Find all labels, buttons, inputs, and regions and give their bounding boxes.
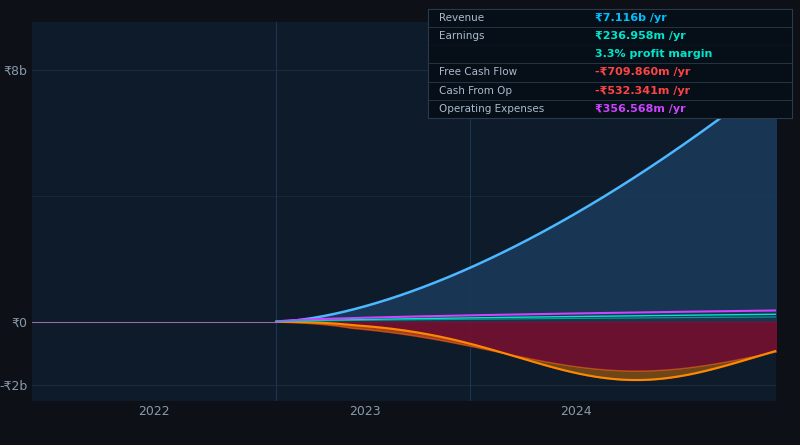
Text: Cash From Op: Cash From Op [439, 86, 512, 96]
Text: -₹709.860m /yr: -₹709.860m /yr [595, 68, 691, 77]
Text: Revenue: Revenue [439, 13, 484, 23]
Text: -₹532.341m /yr: -₹532.341m /yr [595, 86, 690, 96]
Text: Earnings: Earnings [439, 31, 485, 41]
Text: Free Cash Flow: Free Cash Flow [439, 68, 517, 77]
Text: ₹236.958m /yr: ₹236.958m /yr [595, 31, 686, 41]
Text: 3.3% profit margin: 3.3% profit margin [595, 49, 713, 59]
Text: ₹356.568m /yr: ₹356.568m /yr [595, 104, 686, 114]
Text: ₹7.116b /yr: ₹7.116b /yr [595, 13, 667, 23]
Text: Operating Expenses: Operating Expenses [439, 104, 544, 114]
